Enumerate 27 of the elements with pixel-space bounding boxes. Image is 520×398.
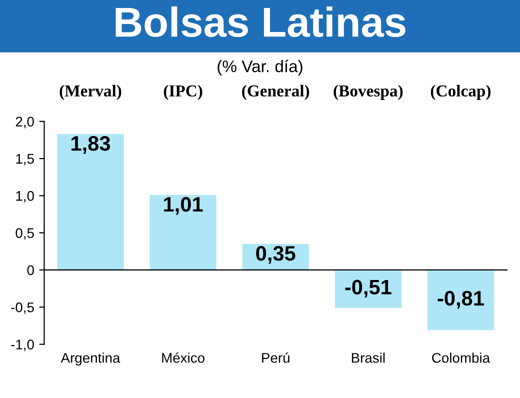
text: (General) (242, 84, 310, 100)
data-label: -0,81 (438, 290, 484, 309)
x-tick-label: Argentina (60, 352, 120, 366)
data-label: -0,51 (345, 280, 392, 298)
y-tick-label: -1,0 (11, 340, 34, 352)
y-tick-label: 1,5 (16, 154, 34, 166)
text: (Bovespa) (334, 84, 403, 100)
text: (Merval) (60, 84, 122, 100)
text: (Colcap) (430, 84, 491, 100)
text: (IPC) (164, 84, 202, 100)
bar (57, 134, 124, 270)
x-tick-label: México (162, 352, 204, 363)
y-tick-label: 0 (27, 265, 34, 276)
y-tick-label: 2,0 (16, 116, 34, 128)
bar (150, 194, 216, 270)
x-tick-label: Brasil (352, 352, 385, 363)
y-tick-label: -0,5 (11, 302, 34, 314)
x-tick-label: Colombia (432, 352, 490, 363)
y-tick-label: 1,0 (16, 191, 34, 202)
data-label: 1,83 (72, 136, 110, 154)
data-label: 0,35 (256, 246, 296, 264)
x-tick-label: Perú (262, 352, 290, 363)
chart-subtitle: (% Var. día) (218, 60, 302, 76)
chart-title: Bolsas Latinas (116, 6, 406, 38)
bar (427, 270, 494, 330)
data-label: 1,01 (164, 196, 203, 215)
y-tick-label: 0,5 (16, 228, 34, 240)
